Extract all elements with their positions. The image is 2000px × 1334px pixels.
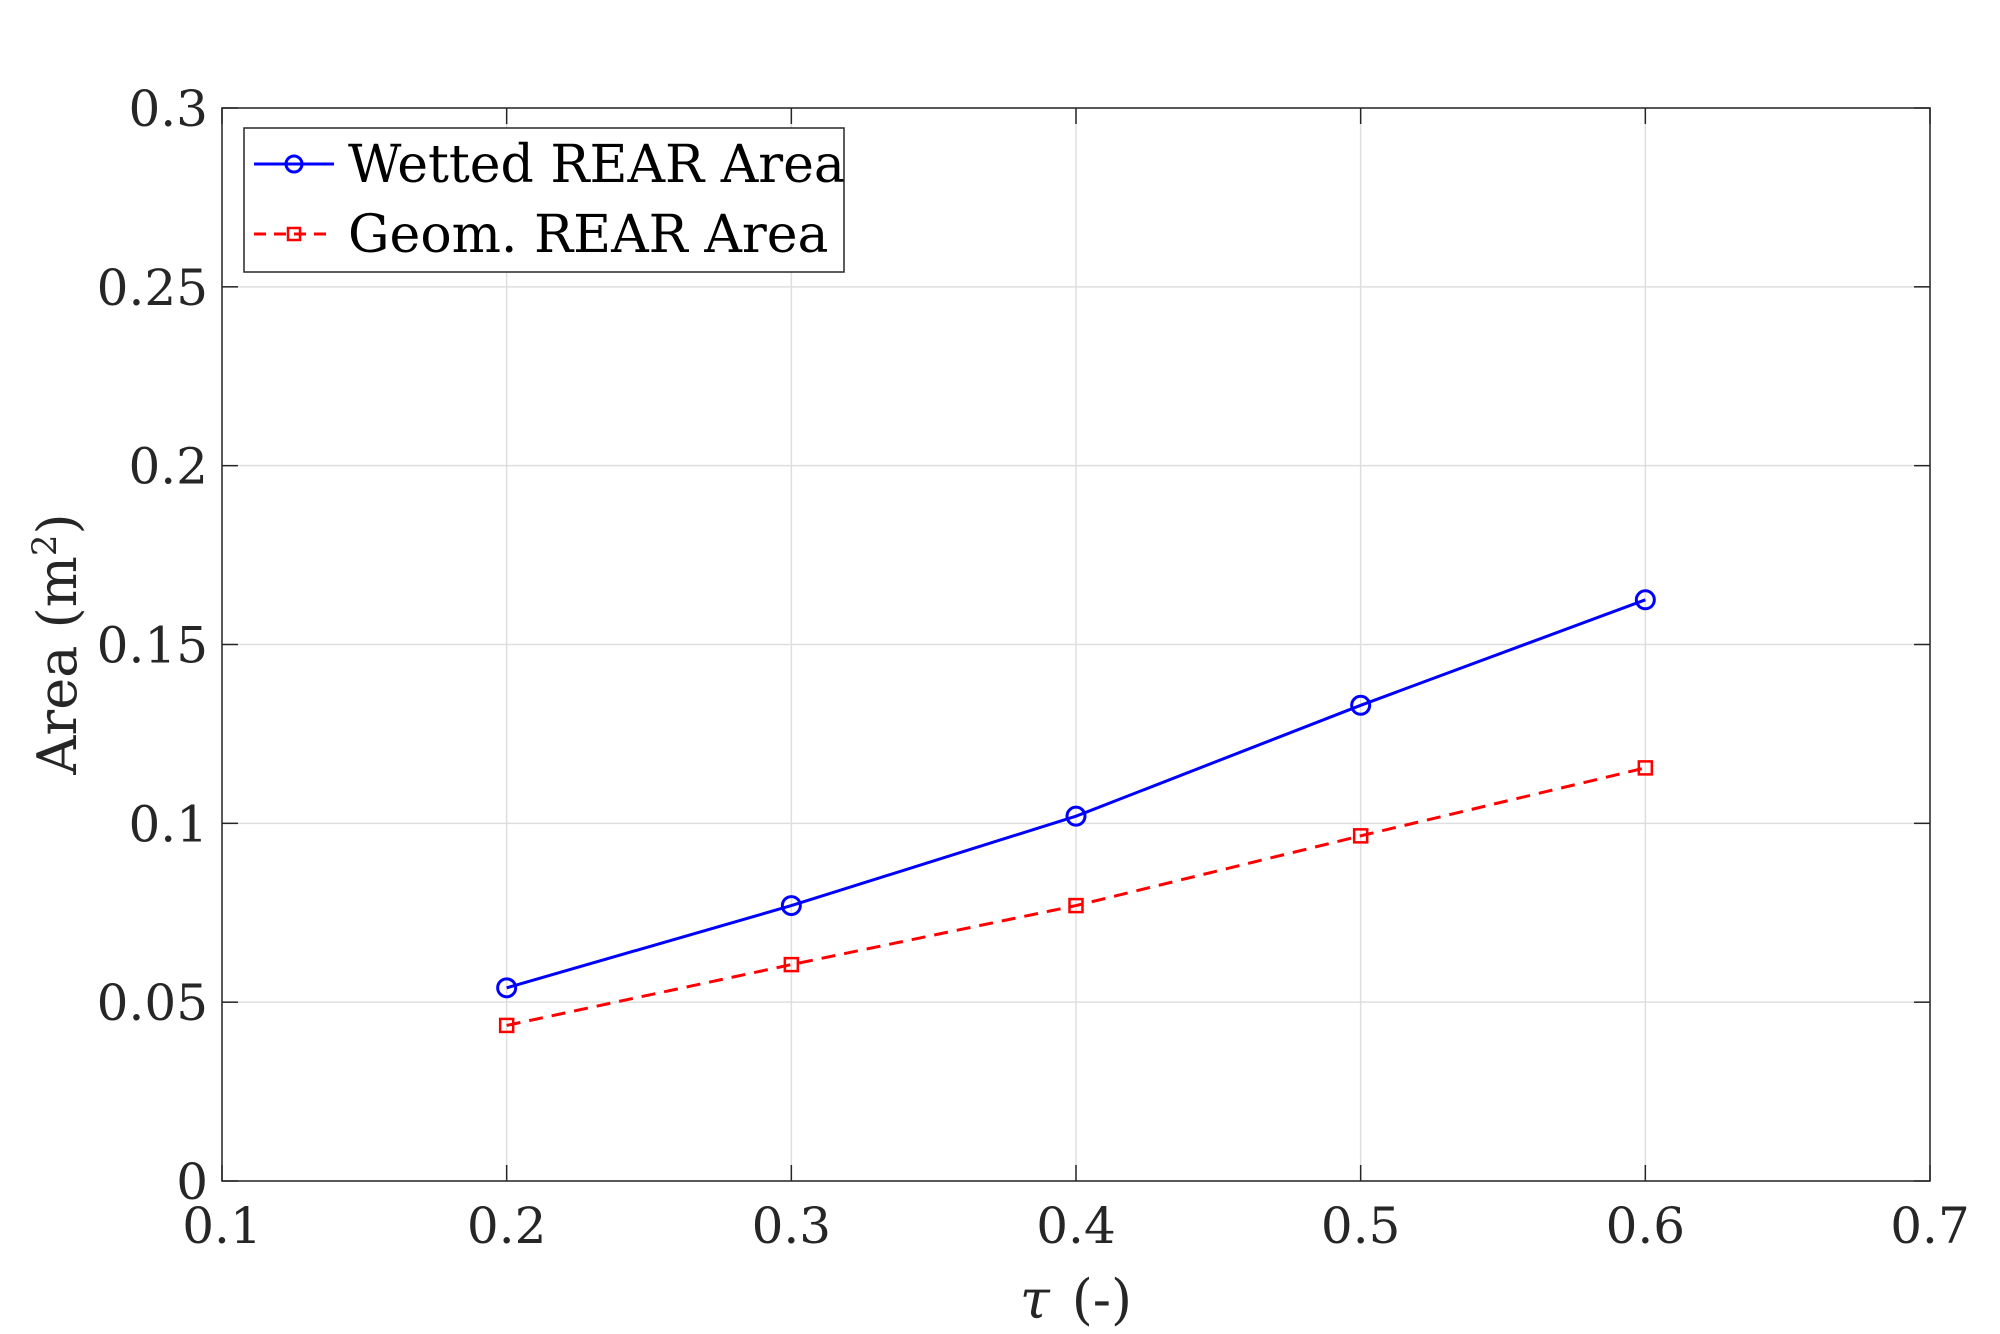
x-tick-label: 0.2 bbox=[467, 1197, 547, 1255]
legend-label-wetted: Wetted REAR Area bbox=[348, 135, 845, 195]
series-layer bbox=[496, 589, 1656, 1034]
series-1-point bbox=[1065, 805, 1087, 827]
y-axis-label-superscript: 2 bbox=[25, 535, 65, 557]
series-2-point bbox=[498, 1017, 515, 1034]
series-1-point bbox=[1350, 694, 1372, 716]
series-1-point bbox=[780, 895, 802, 917]
y-axis-label-text: Area (m bbox=[26, 556, 89, 775]
series-2-point bbox=[1352, 828, 1369, 844]
x-axis-label: τ (-) bbox=[1020, 1268, 1132, 1331]
series-1-point bbox=[1634, 589, 1656, 611]
x-tick-label: 0.3 bbox=[752, 1197, 832, 1255]
y-tick-label: 0.25 bbox=[97, 259, 208, 317]
x-tick-labels: 0.1 0.2 0.3 0.4 0.5 0.6 0.7 bbox=[182, 1197, 1970, 1255]
y-tick-label: 0 bbox=[176, 1153, 208, 1211]
series-2-point bbox=[1068, 897, 1084, 914]
x-tick-label: 0.4 bbox=[1036, 1197, 1116, 1255]
series-line-2 bbox=[506, 766, 1646, 1027]
legend-box bbox=[243, 127, 845, 273]
y-axis-label-close: ) bbox=[26, 513, 89, 534]
y-axis-label: Area (m2) bbox=[25, 513, 89, 775]
series-2-point bbox=[783, 956, 800, 973]
series-2-point bbox=[1637, 760, 1654, 776]
legend: Wetted REAR Area Geom. REAR Area bbox=[243, 127, 845, 273]
y-tick-label: 0.2 bbox=[128, 438, 208, 496]
plot-frame bbox=[221, 107, 1931, 1182]
legend-label-geom: Geom. REAR Area bbox=[348, 205, 829, 265]
x-tick-label: 0.6 bbox=[1606, 1197, 1686, 1255]
x-axis-label-unit: (-) bbox=[1072, 1268, 1132, 1331]
x-tick-label: 0.7 bbox=[1890, 1197, 1970, 1255]
y-tick-label: 0.15 bbox=[97, 617, 208, 675]
y-tick-label: 0.3 bbox=[128, 80, 208, 138]
series-1-point bbox=[496, 977, 518, 999]
legend-swatch-geom-marker bbox=[286, 226, 302, 242]
legend-swatch-wetted-marker bbox=[284, 154, 304, 174]
y-tick-label: 0.1 bbox=[128, 795, 208, 853]
x-tick-label: 0.5 bbox=[1321, 1197, 1401, 1255]
y-tick-label: 0.05 bbox=[97, 974, 208, 1032]
x-tick-label: 0.1 bbox=[182, 1197, 262, 1255]
y-tick-labels: 0 0.05 0.1 0.15 0.2 0.25 0.3 bbox=[97, 80, 208, 1211]
x-axis-label-symbol: τ bbox=[1020, 1268, 1051, 1331]
series-line-1 bbox=[506, 598, 1646, 990]
